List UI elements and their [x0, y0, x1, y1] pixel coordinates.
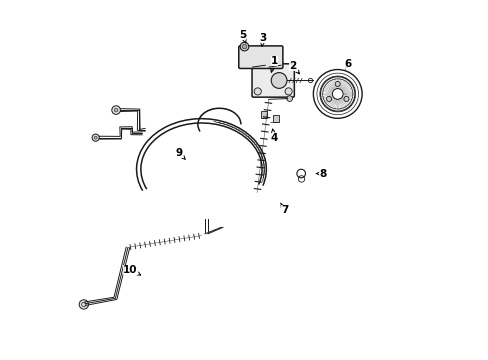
Bar — [273, 115, 278, 122]
Circle shape — [240, 42, 248, 51]
Text: 9: 9 — [175, 148, 185, 159]
Text: 8: 8 — [315, 168, 325, 179]
Circle shape — [286, 96, 292, 102]
Text: 7: 7 — [280, 203, 288, 216]
Circle shape — [112, 106, 120, 114]
Circle shape — [79, 300, 88, 309]
Bar — [261, 111, 266, 118]
Text: 2: 2 — [289, 61, 299, 74]
Text: 4: 4 — [270, 129, 277, 143]
Text: 10: 10 — [123, 265, 141, 275]
Text: 5: 5 — [238, 30, 245, 43]
Circle shape — [114, 108, 118, 112]
Circle shape — [285, 88, 292, 95]
Circle shape — [254, 88, 261, 95]
Circle shape — [92, 134, 99, 141]
Circle shape — [242, 44, 246, 49]
Circle shape — [271, 73, 286, 88]
FancyBboxPatch shape — [238, 46, 282, 68]
Circle shape — [94, 136, 97, 139]
Text: 3: 3 — [259, 33, 266, 46]
Text: 1: 1 — [270, 55, 278, 72]
Text: 6: 6 — [344, 59, 351, 69]
FancyBboxPatch shape — [251, 64, 294, 97]
Circle shape — [332, 89, 343, 99]
